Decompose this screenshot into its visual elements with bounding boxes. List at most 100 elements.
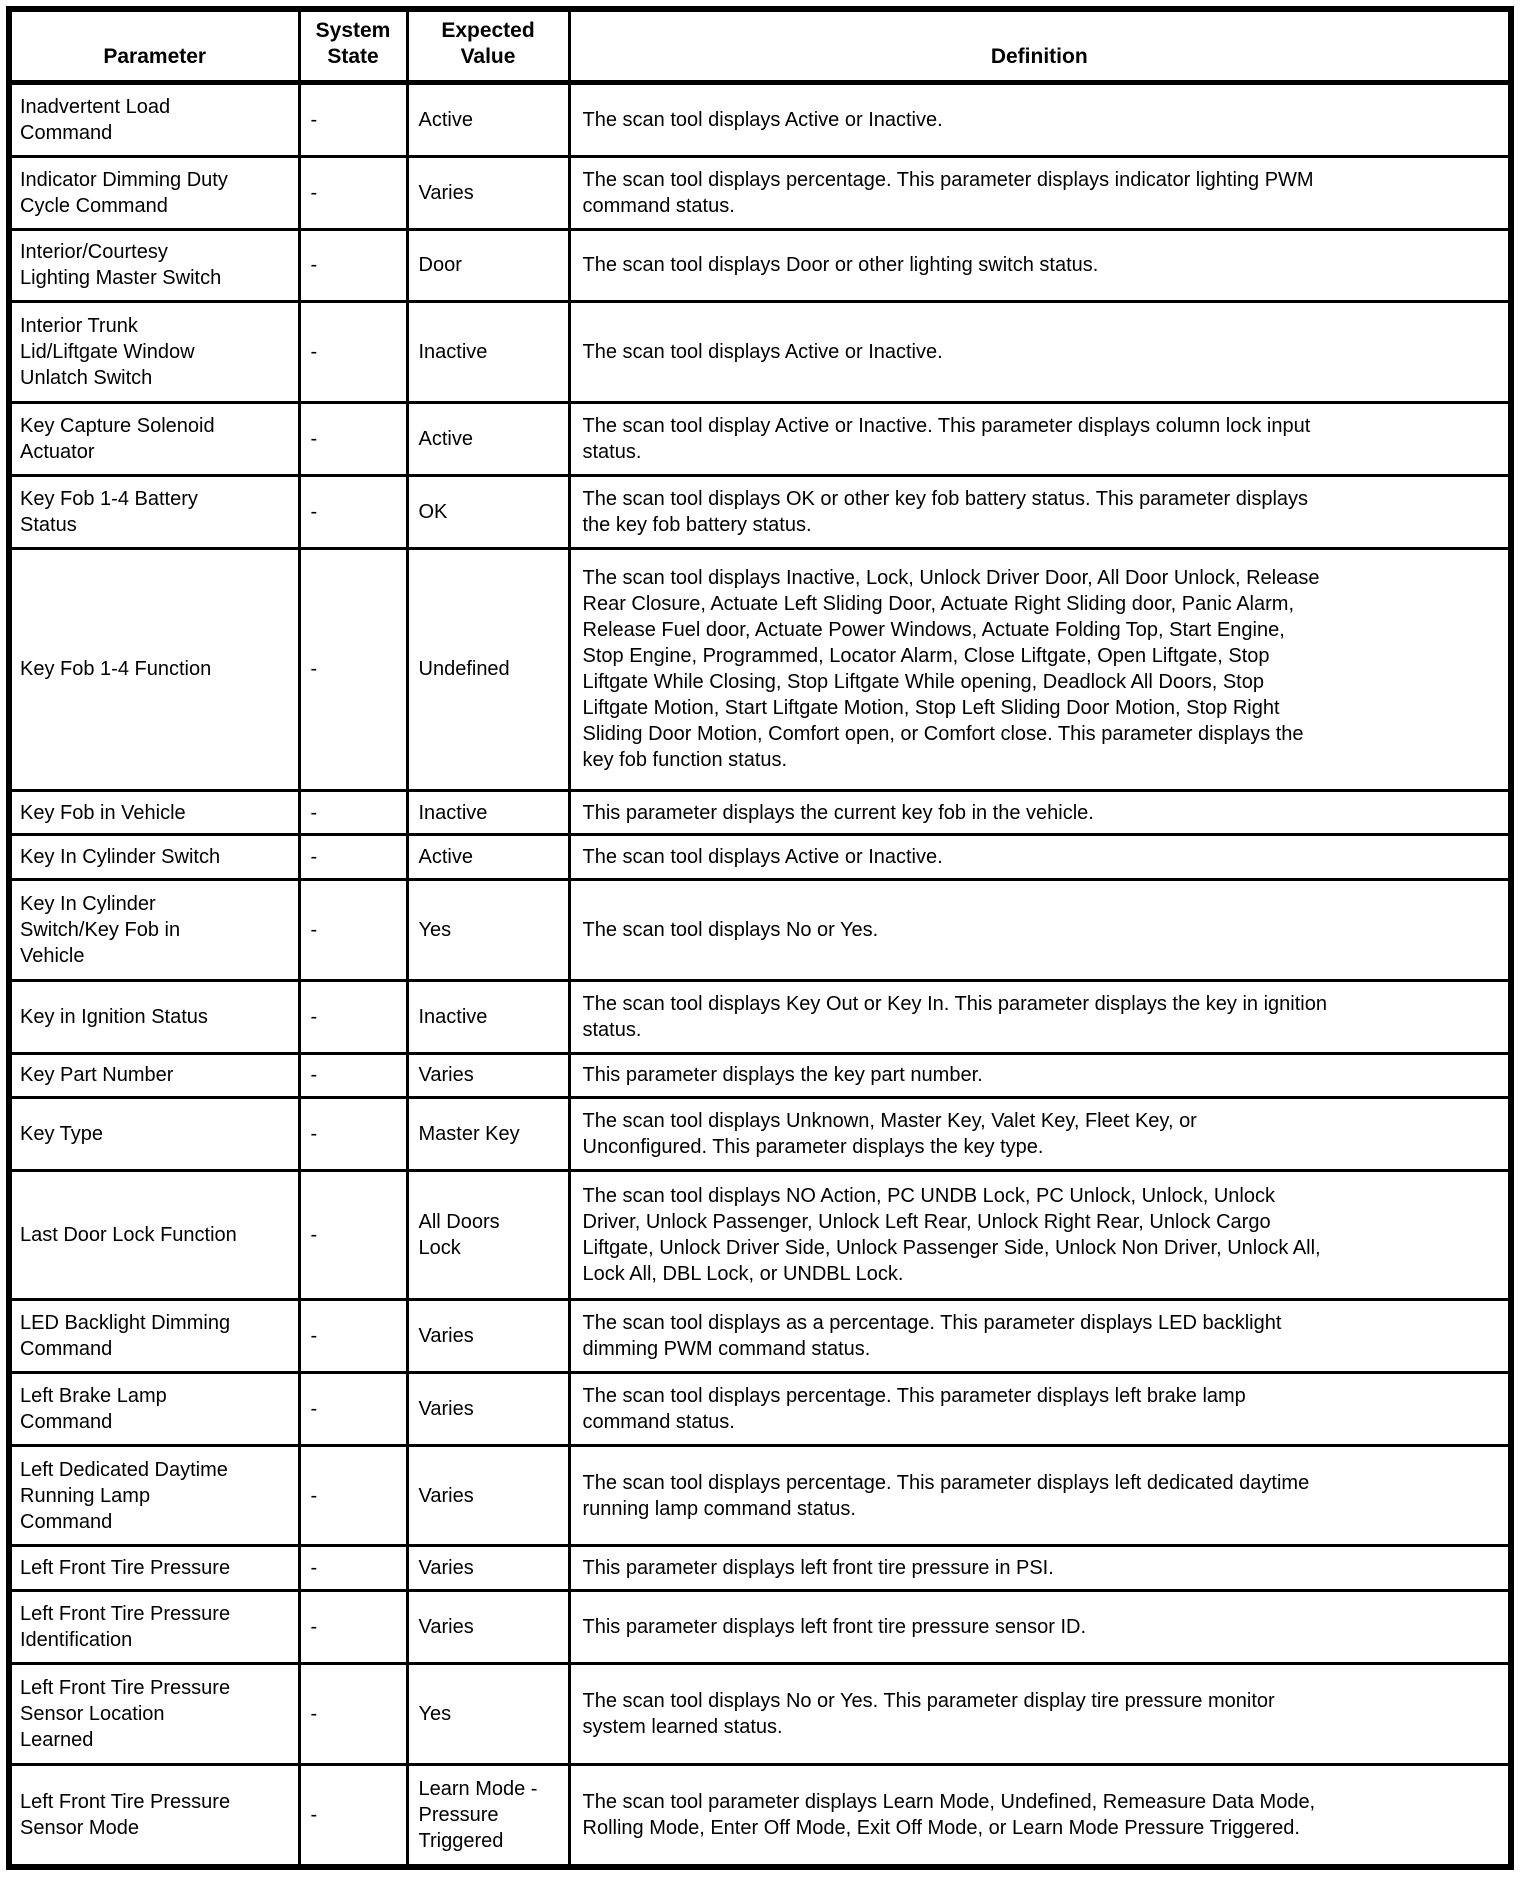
definition-cell: The scan tool displays Door or other lig… bbox=[567, 227, 1513, 304]
parameter-cell: LED Backlight Dimming Command bbox=[7, 1298, 301, 1374]
table-row: Interior/Courtesy Lighting Master Switch… bbox=[7, 227, 1513, 304]
parameter-cell: Left Front Tire Pressure Sensor Location… bbox=[7, 1661, 301, 1766]
definition-cell: The scan tool displays NO Action, PC UND… bbox=[567, 1168, 1513, 1302]
parameter-cell: Key in Ignition Status bbox=[7, 978, 301, 1055]
table-row: Left Dedicated Daytime Running Lamp Comm… bbox=[7, 1443, 1513, 1548]
table-row: Left Front Tire Pressure Identification … bbox=[7, 1589, 1513, 1665]
table-row: Key In Cylinder Switch/Key Fob in Vehicl… bbox=[7, 877, 1513, 982]
table-row: LED Backlight Dimming Command - Varies T… bbox=[7, 1298, 1513, 1374]
expected-value-cell: Inactive bbox=[405, 788, 571, 837]
parameter-cell: Last Door Lock Function bbox=[7, 1168, 301, 1302]
header-parameter: Parameter bbox=[7, 7, 301, 85]
header-row: Parameter System State Expected Value De… bbox=[7, 7, 1513, 85]
table-row: Key Capture Solenoid Actuator - Active T… bbox=[7, 401, 1513, 477]
table-row: Interior Trunk Lid/Liftgate Window Unlat… bbox=[7, 300, 1513, 405]
table-row: Indicator Dimming Duty Cycle Command - V… bbox=[7, 154, 1513, 231]
parameter-cell: Left Front Tire Pressure Sensor Mode bbox=[7, 1762, 301, 1869]
table-row: Key Part Number - Varies This parameter … bbox=[7, 1051, 1513, 1100]
expected-value-cell: Yes bbox=[405, 877, 571, 982]
table-row: Key Fob 1-4 Battery Status - OK The scan… bbox=[7, 474, 1513, 550]
system-state-cell: - bbox=[297, 1168, 409, 1302]
system-state-cell: - bbox=[297, 1443, 409, 1548]
system-state-cell: - bbox=[297, 877, 409, 982]
table-row: Inadvertent Load Command - Active The sc… bbox=[7, 81, 1513, 158]
definition-cell: The scan tool displays No or Yes. bbox=[567, 877, 1513, 982]
definition-cell: The scan tool displays Key Out or Key In… bbox=[567, 978, 1513, 1055]
expected-value-cell: Learn Mode - Pressure Triggered bbox=[405, 1762, 571, 1869]
expected-value-cell: Varies bbox=[405, 1443, 571, 1548]
table-row: Left Front Tire Pressure Sensor Mode - L… bbox=[7, 1762, 1513, 1869]
expected-value-cell: Inactive bbox=[405, 978, 571, 1055]
system-state-cell: - bbox=[297, 300, 409, 405]
expected-value-cell: Yes bbox=[405, 1661, 571, 1766]
definition-cell: The scan tool parameter displays Learn M… bbox=[567, 1762, 1513, 1869]
parameter-cell: Left Front Tire Pressure bbox=[7, 1544, 301, 1592]
table-body: Inadvertent Load Command - Active The sc… bbox=[7, 81, 1513, 1869]
table-row: Key Fob in Vehicle - Inactive This param… bbox=[7, 788, 1513, 837]
definition-cell: This parameter displays left front tire … bbox=[567, 1544, 1513, 1592]
table-header: Parameter System State Expected Value De… bbox=[7, 7, 1513, 85]
expected-value-cell: Varies bbox=[405, 1298, 571, 1374]
expected-value-cell: Varies bbox=[405, 154, 571, 231]
definition-cell: The scan tool displays Active or Inactiv… bbox=[567, 833, 1513, 881]
table-row: Left Brake Lamp Command - Varies The sca… bbox=[7, 1370, 1513, 1447]
system-state-cell: - bbox=[297, 154, 409, 231]
table-row: Key Fob 1-4 Function - Undefined The sca… bbox=[7, 546, 1513, 792]
definition-cell: This parameter displays the current key … bbox=[567, 788, 1513, 837]
parameter-cell: Left Brake Lamp Command bbox=[7, 1370, 301, 1447]
expected-value-cell: Varies bbox=[405, 1370, 571, 1447]
definition-cell: The scan tool displays Active or Inactiv… bbox=[567, 300, 1513, 405]
header-system-state: System State bbox=[297, 7, 409, 85]
header-definition: Definition bbox=[567, 7, 1513, 85]
parameter-cell: Key Type bbox=[7, 1096, 301, 1172]
definition-cell: The scan tool displays percentage. This … bbox=[567, 1370, 1513, 1447]
expected-value-cell: Varies bbox=[405, 1544, 571, 1592]
header-expected-value: Expected Value bbox=[405, 7, 571, 85]
system-state-cell: - bbox=[297, 1589, 409, 1665]
expected-value-cell: OK bbox=[405, 474, 571, 550]
system-state-cell: - bbox=[297, 1762, 409, 1869]
expected-value-cell: Inactive bbox=[405, 300, 571, 405]
parameter-cell: Left Dedicated Daytime Running Lamp Comm… bbox=[7, 1443, 301, 1548]
table-row: Last Door Lock Function - All Doors Lock… bbox=[7, 1168, 1513, 1302]
parameter-cell: Inadvertent Load Command bbox=[7, 81, 301, 158]
expected-value-cell: Varies bbox=[405, 1589, 571, 1665]
system-state-cell: - bbox=[297, 1096, 409, 1172]
system-state-cell: - bbox=[297, 474, 409, 550]
definition-cell: This parameter displays the key part num… bbox=[567, 1051, 1513, 1100]
parameter-cell: Interior Trunk Lid/Liftgate Window Unlat… bbox=[7, 300, 301, 405]
definition-cell: This parameter displays left front tire … bbox=[567, 1589, 1513, 1665]
parameter-cell: Indicator Dimming Duty Cycle Command bbox=[7, 154, 301, 231]
system-state-cell: - bbox=[297, 1544, 409, 1592]
parameter-cell: Left Front Tire Pressure Identification bbox=[7, 1589, 301, 1665]
expected-value-cell: Master Key bbox=[405, 1096, 571, 1172]
system-state-cell: - bbox=[297, 1370, 409, 1447]
parameter-cell: Key In Cylinder Switch/Key Fob in Vehicl… bbox=[7, 877, 301, 982]
expected-value-cell: Door bbox=[405, 227, 571, 304]
expected-value-cell: All Doors Lock bbox=[405, 1168, 571, 1302]
system-state-cell: - bbox=[297, 833, 409, 881]
system-state-cell: - bbox=[297, 788, 409, 837]
definition-cell: The scan tool displays No or Yes. This p… bbox=[567, 1661, 1513, 1766]
parameter-cell: Key Fob 1-4 Function bbox=[7, 546, 301, 792]
table-row: Key Type - Master Key The scan tool disp… bbox=[7, 1096, 1513, 1172]
parameter-cell: Key Fob in Vehicle bbox=[7, 788, 301, 837]
system-state-cell: - bbox=[297, 978, 409, 1055]
table-row: Left Front Tire Pressure Sensor Location… bbox=[7, 1661, 1513, 1766]
system-state-cell: - bbox=[297, 1298, 409, 1374]
parameter-table: Parameter System State Expected Value De… bbox=[6, 6, 1514, 1870]
parameter-cell: Key In Cylinder Switch bbox=[7, 833, 301, 881]
parameter-cell: Key Part Number bbox=[7, 1051, 301, 1100]
table-row: Key in Ignition Status - Inactive The sc… bbox=[7, 978, 1513, 1055]
table-row: Left Front Tire Pressure - Varies This p… bbox=[7, 1544, 1513, 1592]
definition-cell: The scan tool displays as a percentage. … bbox=[567, 1298, 1513, 1374]
system-state-cell: - bbox=[297, 81, 409, 158]
system-state-cell: - bbox=[297, 227, 409, 304]
definition-cell: The scan tool display Active or Inactive… bbox=[567, 401, 1513, 477]
definition-cell: The scan tool displays Unknown, Master K… bbox=[567, 1096, 1513, 1172]
definition-cell: The scan tool displays OK or other key f… bbox=[567, 474, 1513, 550]
definition-cell: The scan tool displays Inactive, Lock, U… bbox=[567, 546, 1513, 792]
expected-value-cell: Active bbox=[405, 833, 571, 881]
parameter-cell: Key Fob 1-4 Battery Status bbox=[7, 474, 301, 550]
expected-value-cell: Active bbox=[405, 81, 571, 158]
